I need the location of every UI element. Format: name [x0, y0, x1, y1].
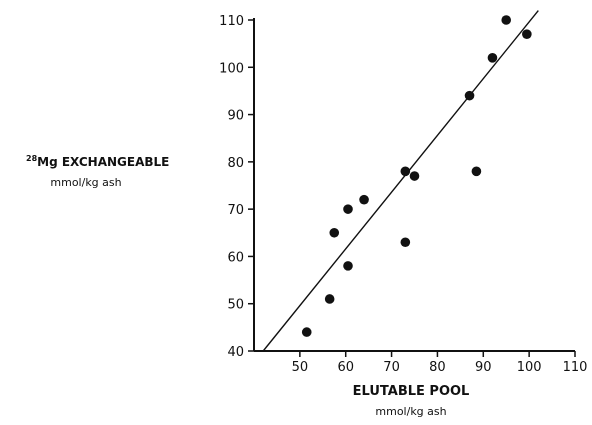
x-tick-label: 80: [429, 360, 446, 375]
data-point: [329, 227, 340, 238]
y-tick-label: 110: [219, 14, 244, 29]
x-axis-title: ELUTABLE POOL: [353, 384, 470, 399]
data-point: [409, 171, 420, 181]
x-tick-label: 100: [517, 360, 542, 375]
y-tick-label: 50: [227, 298, 244, 313]
x-ticks: 50 60 70 80 90 100 110: [292, 351, 588, 375]
data-point: [471, 166, 482, 177]
y-tick-label: 100: [219, 61, 244, 76]
x-tick-label: 110: [563, 360, 588, 375]
y-axis-title-main: Mg EXCHANGEABLE: [37, 155, 169, 169]
data-point: [501, 15, 512, 25]
data-points: [301, 15, 532, 337]
x-tick-label: 50: [292, 360, 309, 375]
data-point: [400, 237, 411, 248]
y-axis-unit: mmol/kg ash: [50, 176, 121, 189]
data-point: [464, 90, 475, 101]
x-tick-label: 70: [383, 360, 400, 375]
data-point: [301, 327, 312, 337]
data-point: [359, 194, 369, 205]
y-axis-title: 28Mg EXCHANGEABLE: [26, 154, 169, 169]
data-point: [324, 294, 335, 304]
data-point: [522, 29, 532, 39]
y-tick-label: 40: [227, 345, 244, 360]
y-axis-title-superscript: 28: [26, 154, 38, 163]
axes: [253, 18, 575, 352]
data-point: [343, 261, 353, 271]
x-tick-label: 90: [475, 360, 492, 375]
y-tick-label: 60: [227, 250, 244, 265]
data-point: [487, 53, 498, 63]
trend-line: [262, 10, 539, 352]
x-tick-label: 60: [337, 360, 354, 375]
y-tick-label: 80: [227, 156, 244, 171]
data-point: [343, 204, 353, 214]
y-tick-label: 90: [227, 109, 244, 124]
y-tick-label: 70: [227, 203, 244, 218]
data-point: [400, 166, 411, 177]
y-ticks: 40 50 60 70 80 90 100 110: [219, 14, 254, 360]
x-axis-unit: mmol/kg ash: [375, 405, 446, 418]
